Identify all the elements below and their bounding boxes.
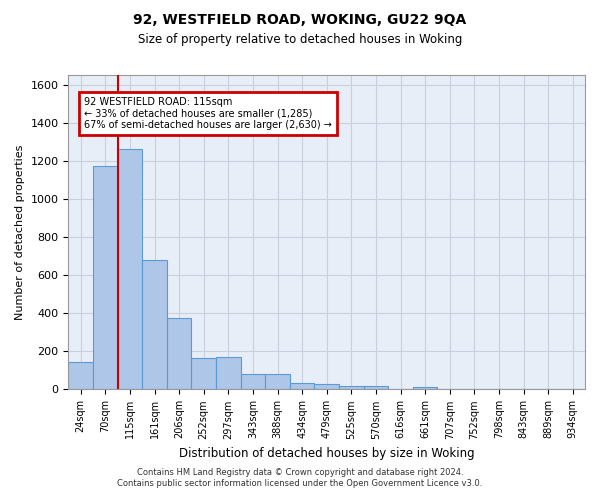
Bar [265,374,290,390]
Bar [118,150,142,390]
X-axis label: Distribution of detached houses by size in Woking: Distribution of detached houses by size … [179,447,475,460]
Bar [68,362,93,390]
Bar [413,386,437,390]
Bar [314,384,339,390]
Bar [339,386,364,390]
Bar [167,318,191,390]
Bar [241,374,265,390]
Bar [290,383,314,390]
Bar [191,358,216,390]
Bar [216,357,241,390]
Bar [93,166,118,390]
Y-axis label: Number of detached properties: Number of detached properties [15,144,25,320]
Text: Size of property relative to detached houses in Woking: Size of property relative to detached ho… [138,32,462,46]
Bar [142,260,167,390]
Text: Contains HM Land Registry data © Crown copyright and database right 2024.
Contai: Contains HM Land Registry data © Crown c… [118,468,482,487]
Text: 92 WESTFIELD ROAD: 115sqm
← 33% of detached houses are smaller (1,285)
67% of se: 92 WESTFIELD ROAD: 115sqm ← 33% of detac… [84,97,332,130]
Bar [364,386,388,390]
Text: 92, WESTFIELD ROAD, WOKING, GU22 9QA: 92, WESTFIELD ROAD, WOKING, GU22 9QA [133,12,467,26]
